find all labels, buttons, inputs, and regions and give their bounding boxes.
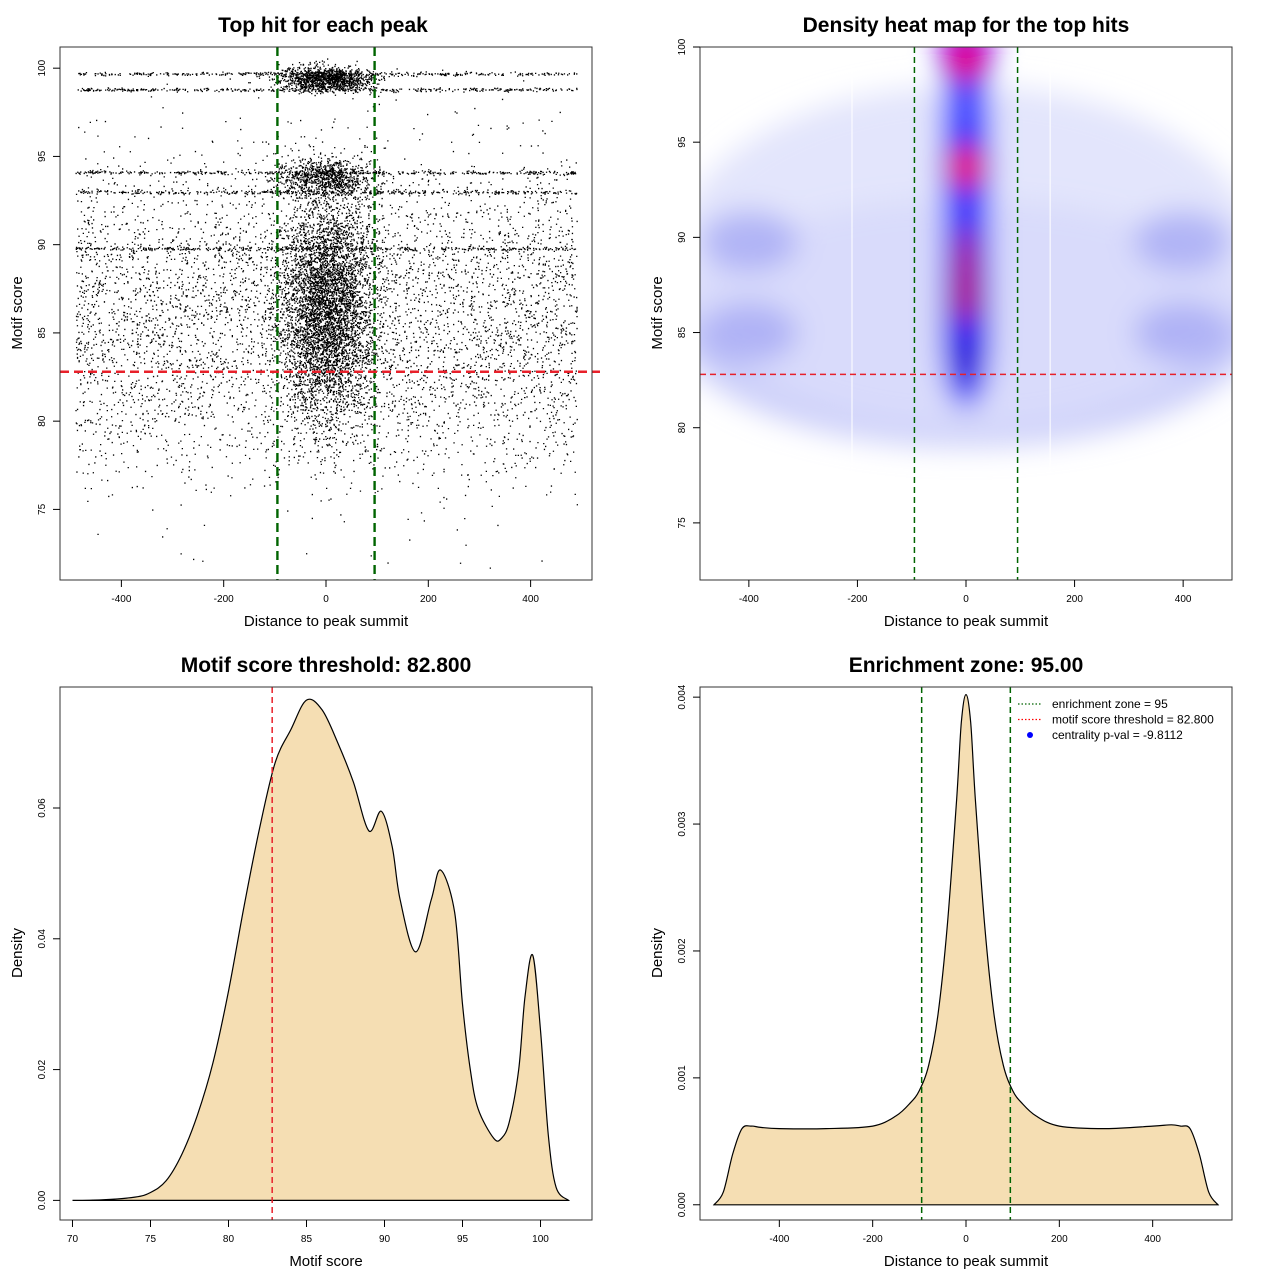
x-tick-label: 90 (379, 1234, 391, 1245)
scatter-title: Top hit for each peak (218, 14, 428, 37)
score-density-x-axis-label: Motif score (289, 1253, 362, 1270)
legend-label: centrality p-val = -9.8112 (1052, 728, 1183, 742)
x-tick-label: 200 (1066, 594, 1083, 605)
density-hotspot (949, 47, 983, 80)
y-tick-label: 85 (677, 327, 688, 339)
y-tick-label: 0.000 (677, 1192, 688, 1217)
heatmap-density (700, 47, 1232, 447)
x-tick-label: 100 (532, 1234, 549, 1245)
distance-density-panel: Enrichment zone: 95.00 -400 -200 0 200 400 0… (649, 654, 1233, 1270)
x-tick-label: 95 (457, 1234, 469, 1245)
y-tick-label: 75 (37, 503, 48, 515)
x-tick-label: -400 (769, 1234, 789, 1245)
density-hotspot (949, 145, 983, 188)
heatmap-title: Density heat map for the top hits (803, 14, 1130, 37)
heatmap-reference-lines (700, 47, 1232, 580)
y-tick-label: 100 (37, 59, 48, 76)
y-tick-label: 90 (37, 239, 48, 251)
score-density-y-ticks: 0.00 0.02 0.04 0.06 (37, 798, 60, 1210)
y-tick-label: 0.00 (37, 1190, 48, 1210)
scatter-y-ticks: 75 80 85 90 95 100 (37, 59, 60, 515)
y-tick-label: 95 (677, 136, 688, 148)
score-density-panel: Motif score threshold: 82.800 70 75 80 85 90… (9, 654, 593, 1270)
x-tick-label: 400 (1175, 594, 1192, 605)
y-tick-label: 0.02 (37, 1059, 48, 1079)
legend-label: enrichment zone = 95 (1052, 697, 1168, 711)
scatter-panel: Top hit for each peak -400 -200 0 200 400 75… (9, 14, 600, 630)
distance-density-legend: enrichment zone = 95 motif score threshol… (1018, 697, 1214, 742)
scatter-x-ticks: -400 -200 0 200 400 (111, 580, 539, 605)
x-tick-label: 400 (1144, 1234, 1161, 1245)
y-tick-label: 75 (677, 517, 688, 529)
legend-dot-symbol (1027, 732, 1033, 738)
density-spot (1134, 302, 1232, 363)
x-tick-label: 75 (145, 1234, 157, 1245)
x-tick-label: 85 (301, 1234, 313, 1245)
y-tick-label: 85 (37, 327, 48, 339)
scatter-y-axis-label: Motif score (9, 276, 26, 349)
y-tick-label: 95 (37, 150, 48, 162)
distance-density-title: Enrichment zone: 95.00 (849, 654, 1084, 677)
x-tick-label: -200 (214, 594, 234, 605)
distance-density-x-axis-label: Distance to peak summit (884, 1253, 1049, 1270)
score-density-y-axis-label: Density (9, 927, 26, 978)
density-hotspot (954, 334, 978, 388)
scatter-x-axis-label: Distance to peak summit (244, 613, 409, 630)
x-tick-label: -400 (111, 594, 131, 605)
score-density-x-ticks: 70 75 80 85 90 95 100 (67, 1220, 549, 1245)
distance-density-reference-lines (920, 687, 1012, 1220)
x-tick-label: 0 (963, 1234, 969, 1245)
density-spot (700, 210, 798, 272)
x-tick-label: -400 (739, 594, 759, 605)
x-tick-label: 400 (522, 594, 539, 605)
x-tick-label: 200 (420, 594, 437, 605)
y-tick-label: 80 (677, 422, 688, 434)
distance-density-y-ticks: 0.000 0.001 0.002 0.003 0.004 (677, 684, 700, 1217)
x-tick-label: 200 (1051, 1234, 1068, 1245)
scatter-reference-lines (60, 47, 600, 580)
heatmap-x-axis-label: Distance to peak summit (884, 613, 1049, 630)
y-tick-label: 0.06 (37, 798, 48, 818)
y-tick-label: 0.002 (677, 938, 688, 963)
density-spot (1134, 210, 1232, 272)
scatter-points (75, 58, 579, 569)
score-density-title: Motif score threshold: 82.800 (181, 654, 472, 677)
distance-density-y-axis-label: Density (649, 927, 666, 978)
legend-label: motif score threshold = 82.800 (1052, 713, 1214, 727)
distance-density-curve (712, 693, 1220, 1206)
y-tick-label: 80 (37, 415, 48, 427)
x-tick-label: 0 (323, 594, 329, 605)
y-tick-label: 90 (677, 231, 688, 243)
density-spot (700, 302, 798, 363)
y-tick-label: 0.004 (677, 684, 688, 709)
x-tick-label: 80 (223, 1234, 235, 1245)
heatmap-x-ticks: -400 -200 0 200 400 (739, 580, 1192, 605)
y-tick-label: 0.001 (677, 1065, 688, 1090)
x-tick-label: -200 (863, 1234, 883, 1245)
heatmap-y-axis-label: Motif score (649, 276, 666, 349)
y-tick-label: 100 (677, 38, 688, 55)
score-density-curve (72, 698, 571, 1201)
x-tick-label: -200 (847, 594, 867, 605)
y-tick-label: 0.04 (37, 929, 48, 949)
score-density-plot-frame (59, 686, 593, 1221)
heatmap-y-ticks: 75 80 85 90 95 100 (677, 38, 700, 528)
y-tick-label: 0.003 (677, 811, 688, 836)
distance-density-x-ticks: -400 -200 0 200 400 (769, 1220, 1161, 1245)
x-tick-label: 0 (963, 594, 969, 605)
scatter-dot-cloud (75, 58, 579, 569)
heatmap-panel: Density heat map for the top hits -400 -2… (649, 14, 1233, 630)
x-tick-label: 70 (67, 1234, 79, 1245)
